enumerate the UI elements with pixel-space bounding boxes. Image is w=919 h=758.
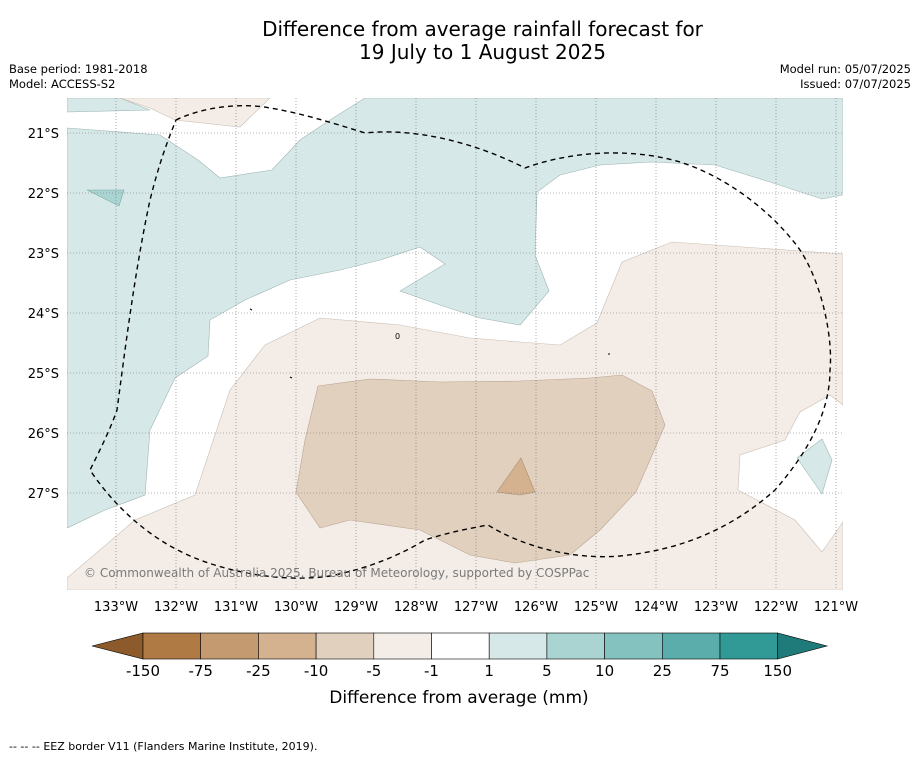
colorbar-box	[431, 632, 490, 660]
colorbar-labels: -150 -75 -25 -10 -5 -1 1 5 10 25 75 150	[126, 662, 792, 680]
longitude-labels: 133°W 132°W 131°W 130°W 129°W 128°W 127°…	[94, 600, 858, 615]
lon-label-121w: 121°W	[814, 600, 858, 615]
lon-label-122w: 122°W	[754, 600, 798, 615]
colorbar-box	[719, 632, 779, 660]
lon-label-133w: 133°W	[94, 600, 138, 615]
contour-label: 0	[395, 332, 400, 341]
wetter-region-north	[67, 98, 843, 529]
colorbar-box	[488, 632, 548, 660]
lat-label-23s: 23°S	[28, 247, 59, 262]
colorbar-tick-label: 25	[653, 662, 672, 680]
colorbar-tick-label: -1	[424, 662, 439, 680]
drier-region-medium	[295, 374, 666, 564]
lat-label-22s: 22°S	[28, 187, 59, 202]
wetter-region-west	[67, 98, 151, 113]
lat-label-27s: 27°S	[28, 487, 59, 502]
model-text: Model: ACCESS-S2	[9, 77, 116, 91]
colorbar-box	[258, 632, 317, 660]
lon-label-129w: 129°W	[334, 600, 378, 615]
colorbar-tick-label: -10	[304, 662, 329, 680]
lat-label-24s: 24°S	[28, 307, 59, 322]
title-line-1: Difference from average rainfall forecas…	[262, 17, 703, 41]
contour-speck-1	[249, 308, 253, 311]
base-period-text: Base period: 1981-2018	[9, 62, 148, 76]
colorbar-extend-high	[777, 632, 829, 660]
eez-border	[89, 104, 832, 579]
lat-label-21s: 21°S	[28, 127, 59, 142]
lon-label-128w: 128°W	[394, 600, 438, 615]
colorbar-tick-label: 75	[710, 662, 729, 680]
colorbar-box	[373, 632, 432, 660]
model-run-text: Model run: 05/07/2025	[779, 62, 911, 76]
drier-patch-deep	[496, 457, 536, 496]
title-line-2: 19 July to 1 August 2025	[359, 40, 606, 64]
lon-label-125w: 125°W	[574, 600, 618, 615]
colorbar-tick-label: 1	[484, 662, 494, 680]
eez-legend-symbol: -- -- --	[9, 740, 40, 753]
colorbar-extend-low	[91, 632, 144, 660]
colorbar-tick-label: 150	[763, 662, 792, 680]
lat-label-25s: 25°S	[28, 367, 59, 382]
colorbar-box	[604, 632, 663, 660]
lon-label-132w: 132°W	[154, 600, 198, 615]
colorbar-tick-label: 5	[542, 662, 552, 680]
colorbar	[91, 632, 829, 660]
eez-legend-text: EEZ border V11 (Flanders Marine Institut…	[43, 740, 318, 753]
eez-legend: -- -- -- EEZ border V11 (Flanders Marine…	[9, 740, 317, 753]
wetter-patch-small	[86, 189, 125, 207]
map-area: 0 © Commonwealth of Australia 2025, Bure…	[67, 98, 843, 590]
colorbar-tick-label: -150	[126, 662, 160, 680]
colorbar-tick-label: -25	[246, 662, 271, 680]
graticule	[67, 98, 843, 590]
issued-text: Issued: 07/07/2025	[800, 77, 911, 91]
lon-label-131w: 131°W	[214, 600, 258, 615]
colorbar-box	[142, 632, 202, 660]
colorbar-tick-label: 10	[595, 662, 614, 680]
chart-title: Difference from average rainfall forecas…	[0, 18, 919, 64]
lon-label-124w: 124°W	[634, 600, 678, 615]
lat-label-26s: 26°S	[28, 427, 59, 442]
colorbar-tick-label: -5	[366, 662, 381, 680]
colorbar-box	[546, 632, 605, 660]
colorbar-title: Difference from average (mm)	[329, 688, 588, 708]
lon-label-123w: 123°W	[694, 600, 738, 615]
colorbar-box	[200, 632, 259, 660]
colorbar-box	[661, 632, 721, 660]
lon-label-130w: 130°W	[274, 600, 318, 615]
lon-label-127w: 127°W	[454, 600, 498, 615]
wetter-patch-east	[796, 438, 833, 495]
header-right: Model run: 05/07/2025 Issued: 07/07/2025	[780, 62, 911, 92]
colorbar-box	[315, 632, 375, 660]
contour-speck-2	[289, 376, 293, 379]
copyright-credit: © Commonwealth of Australia 2025, Bureau…	[84, 566, 589, 580]
lon-label-126w: 126°W	[514, 600, 558, 615]
colorbar-tick-label: -75	[188, 662, 213, 680]
header-left: Base period: 1981-2018 Model: ACCESS-S2	[9, 62, 148, 92]
latitude-labels: 21°S 22°S 23°S 24°S 25°S 26°S 27°S	[28, 127, 59, 502]
